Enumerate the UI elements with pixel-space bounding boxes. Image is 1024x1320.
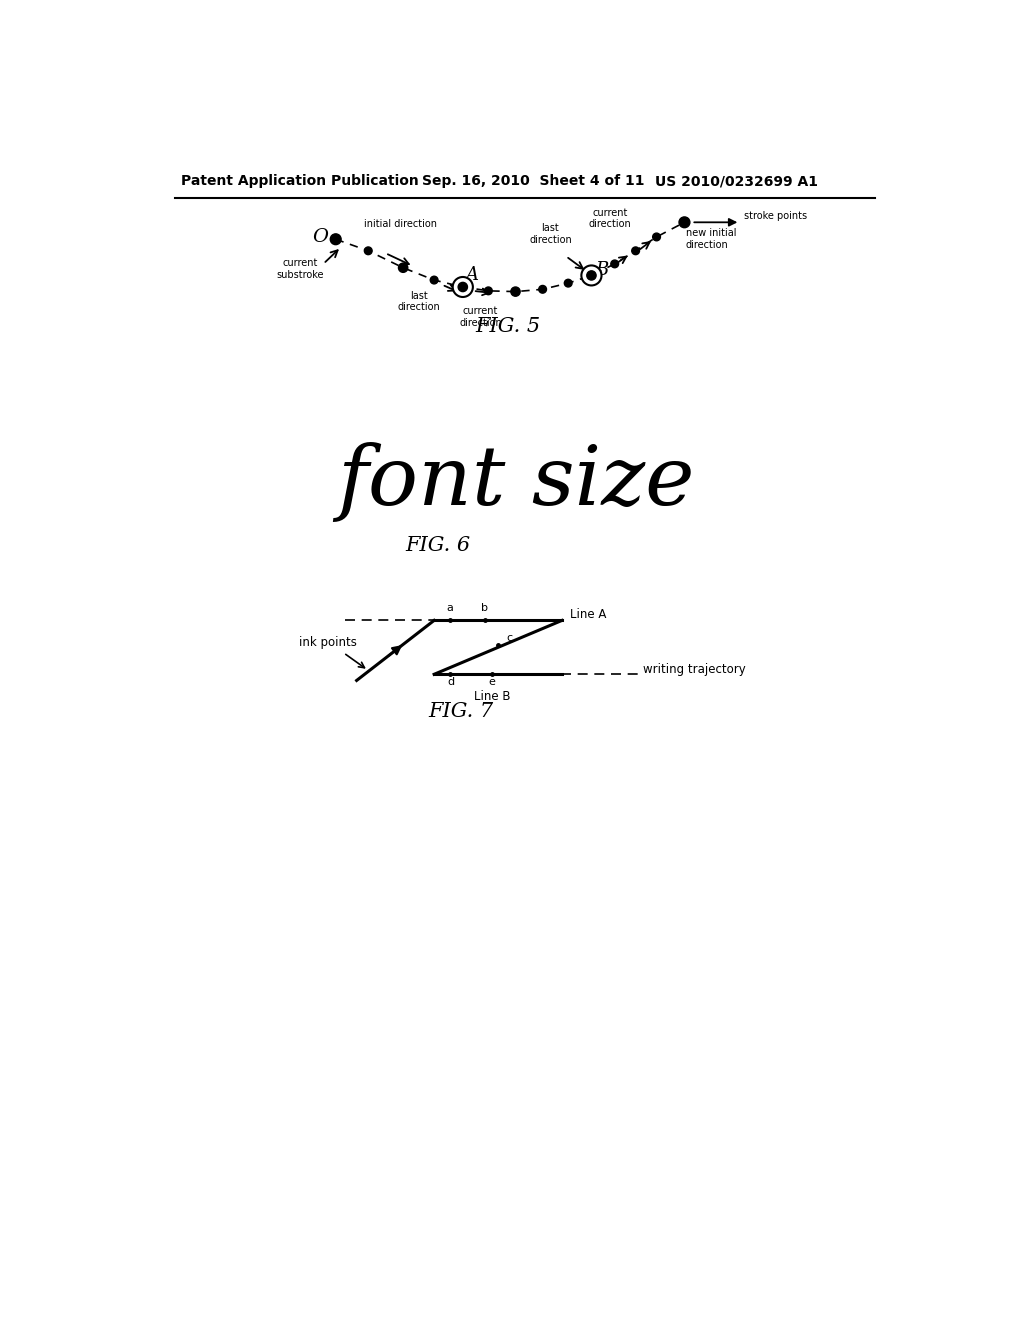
Text: Patent Application Publication: Patent Application Publication — [180, 174, 419, 189]
Circle shape — [430, 276, 438, 284]
Circle shape — [365, 247, 372, 255]
Text: initial direction: initial direction — [365, 219, 437, 230]
Text: b: b — [481, 603, 488, 614]
Text: current
substroke: current substroke — [276, 259, 324, 280]
Text: ink points: ink points — [299, 636, 357, 649]
Text: US 2010/0232699 A1: US 2010/0232699 A1 — [655, 174, 818, 189]
Circle shape — [398, 263, 408, 272]
Text: c: c — [506, 634, 512, 643]
Text: last
direction: last direction — [529, 223, 571, 244]
Text: stroke points: stroke points — [744, 211, 807, 222]
Circle shape — [679, 216, 690, 228]
Text: A: A — [466, 267, 478, 284]
Text: FIG. 7: FIG. 7 — [429, 702, 494, 721]
Text: FIG. 6: FIG. 6 — [406, 536, 471, 556]
Text: current
direction: current direction — [589, 207, 632, 230]
Circle shape — [453, 277, 473, 297]
Text: O: O — [312, 228, 329, 246]
Text: B: B — [596, 261, 609, 279]
Circle shape — [587, 271, 596, 280]
Circle shape — [511, 286, 520, 296]
Text: Sep. 16, 2010  Sheet 4 of 11: Sep. 16, 2010 Sheet 4 of 11 — [423, 174, 645, 189]
Text: font size: font size — [337, 442, 694, 521]
Text: current
direction: current direction — [459, 306, 502, 327]
Text: e: e — [488, 677, 496, 688]
Circle shape — [611, 260, 618, 268]
Text: last
direction: last direction — [397, 290, 440, 313]
Circle shape — [331, 234, 341, 244]
Circle shape — [652, 234, 660, 240]
Text: a: a — [446, 603, 453, 614]
Text: FIG. 5: FIG. 5 — [475, 317, 541, 335]
Circle shape — [582, 265, 601, 285]
Circle shape — [632, 247, 640, 255]
Circle shape — [458, 282, 467, 292]
Text: Line B: Line B — [474, 689, 511, 702]
Circle shape — [484, 286, 493, 294]
Circle shape — [539, 285, 547, 293]
Text: Line A: Line A — [569, 607, 606, 620]
Circle shape — [564, 280, 572, 286]
Text: d: d — [447, 677, 455, 688]
Text: new initial
direction: new initial direction — [686, 228, 736, 249]
Text: writing trajectory: writing trajectory — [643, 663, 746, 676]
